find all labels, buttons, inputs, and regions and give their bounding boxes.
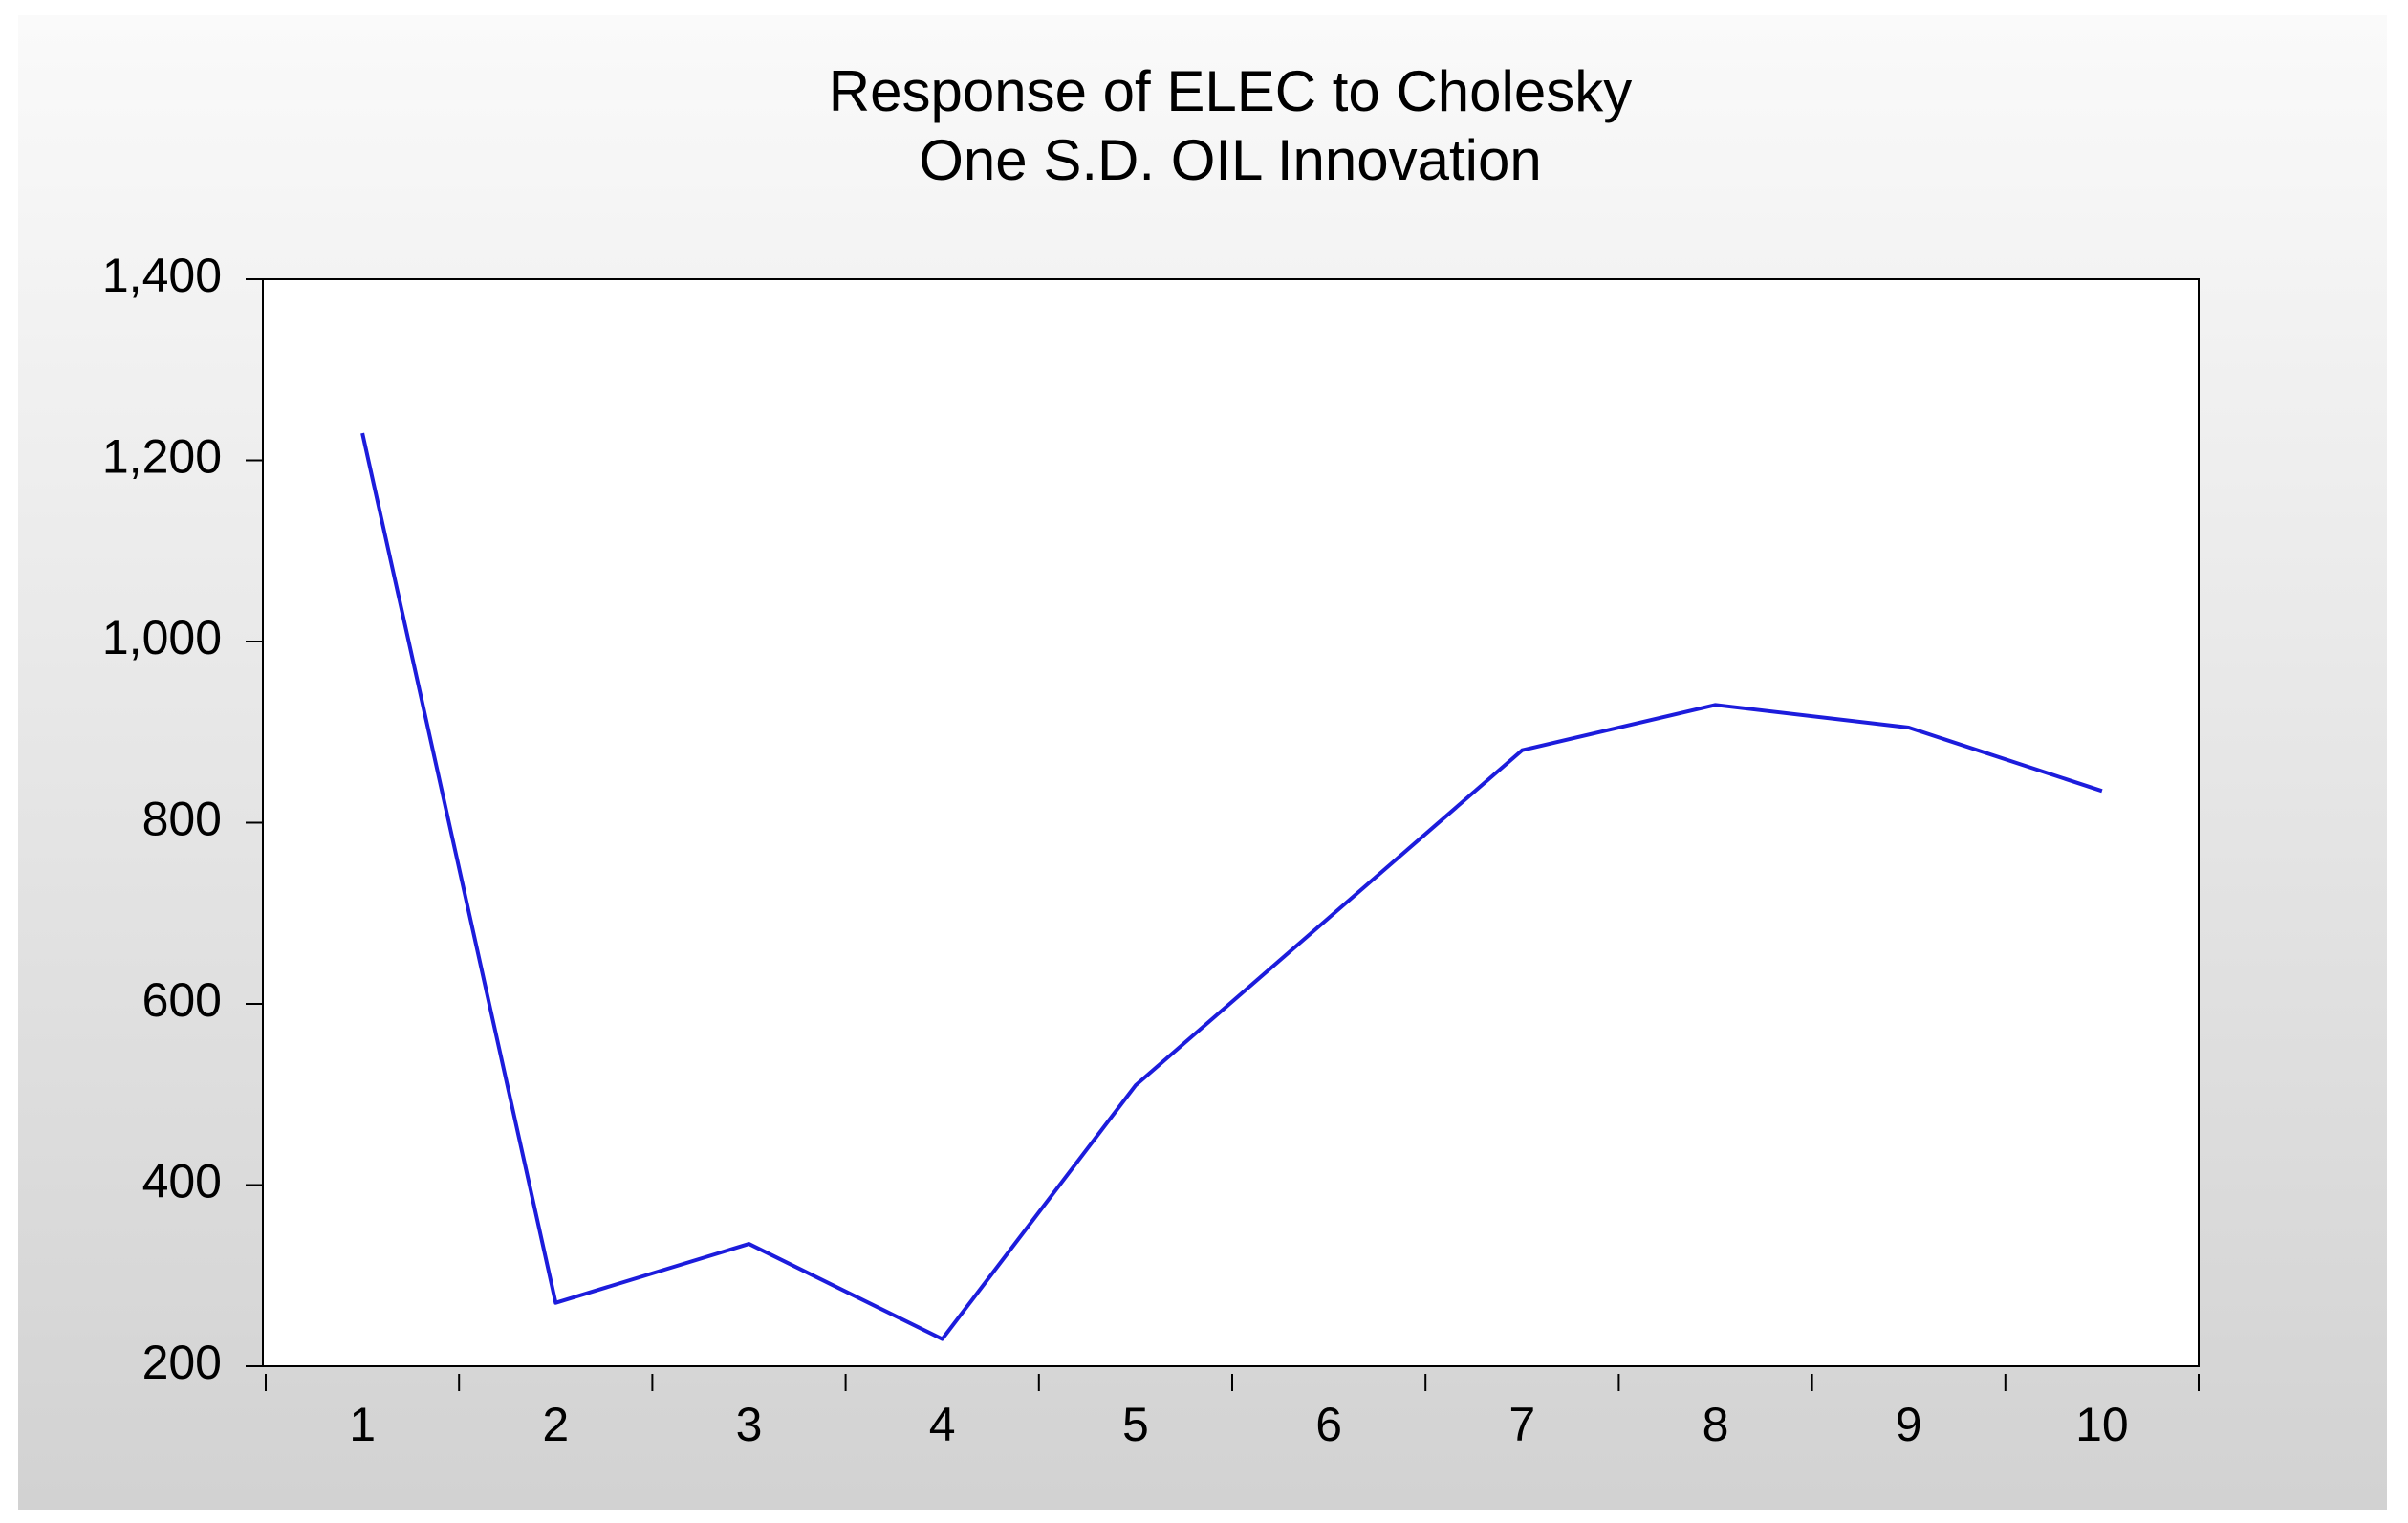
y-tick-label: 1,400	[102, 249, 222, 302]
x-tick-label: 7	[1508, 1398, 1535, 1451]
line-series	[360, 432, 2103, 1341]
chart-title: One S.D. OIL Innovation	[919, 128, 1541, 192]
x-tick-label: 10	[2075, 1398, 2129, 1451]
x-tick-label: 1	[349, 1398, 376, 1451]
x-tick-label: 6	[1315, 1398, 1342, 1451]
y-tick-label: 800	[142, 793, 222, 846]
y-tick-label: 400	[142, 1155, 222, 1208]
plot-area	[262, 278, 2200, 1367]
x-tick-label: 2	[542, 1398, 569, 1451]
x-tick-label: 3	[736, 1398, 763, 1451]
x-tick-label: 5	[1122, 1398, 1149, 1451]
x-tick-label: 8	[1703, 1398, 1729, 1451]
y-tick-label: 200	[142, 1336, 222, 1389]
y-tick-label: 1,200	[102, 430, 222, 484]
y-tick-label: 600	[142, 973, 222, 1027]
chart-title: Response of ELEC to Cholesky	[829, 59, 1632, 123]
x-tick-label: 9	[1896, 1398, 1922, 1451]
x-tick-label: 4	[929, 1398, 956, 1451]
y-tick-label: 1,000	[102, 611, 222, 664]
